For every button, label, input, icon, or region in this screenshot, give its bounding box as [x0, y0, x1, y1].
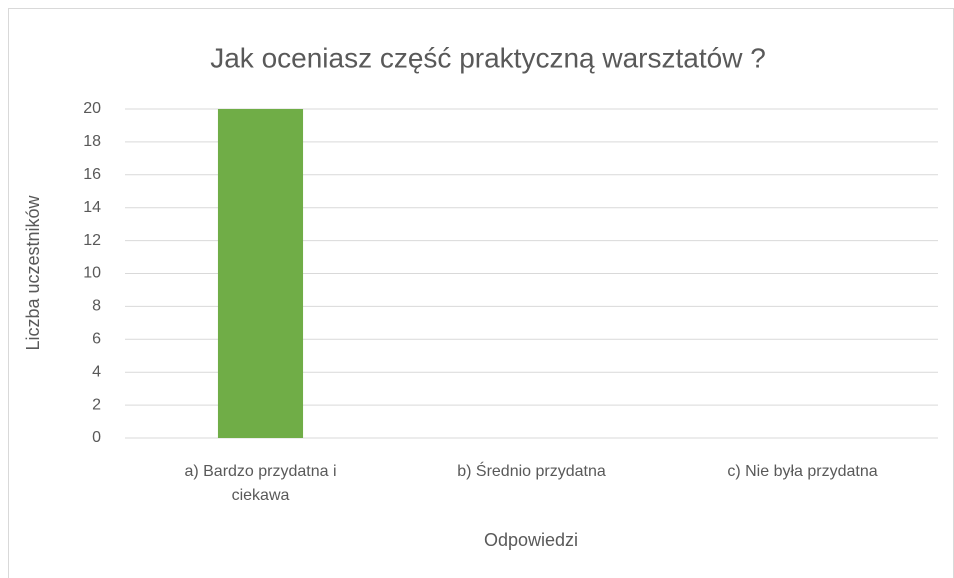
- bar: [217, 109, 304, 438]
- y-tick-label: 20: [83, 100, 101, 117]
- x-axis-title: Odpowiedzi: [484, 530, 578, 550]
- x-tick-label: b) Średnio przydatna: [457, 463, 606, 480]
- y-tick-label: 2: [92, 396, 101, 413]
- y-tick-label: 18: [83, 133, 101, 150]
- y-tick-label: 4: [92, 363, 101, 380]
- chart-border: [8, 8, 954, 578]
- y-tick-label: 10: [83, 265, 101, 282]
- y-tick-label: 8: [92, 298, 101, 315]
- x-tick-label: c) Nie była przydatna: [727, 463, 878, 480]
- chart-title: Jak oceniasz część praktyczną warsztatów…: [210, 42, 766, 73]
- y-tick-label: 0: [92, 429, 101, 446]
- y-tick-label: 12: [83, 232, 101, 249]
- y-tick-label: 14: [83, 199, 101, 216]
- y-tick-label: 6: [92, 331, 101, 348]
- y-axis-title: Liczba uczestników: [23, 194, 43, 350]
- y-tick-label: 16: [83, 166, 101, 183]
- x-tick-label: a) Bardzo przydatna i ciekawa: [184, 463, 337, 504]
